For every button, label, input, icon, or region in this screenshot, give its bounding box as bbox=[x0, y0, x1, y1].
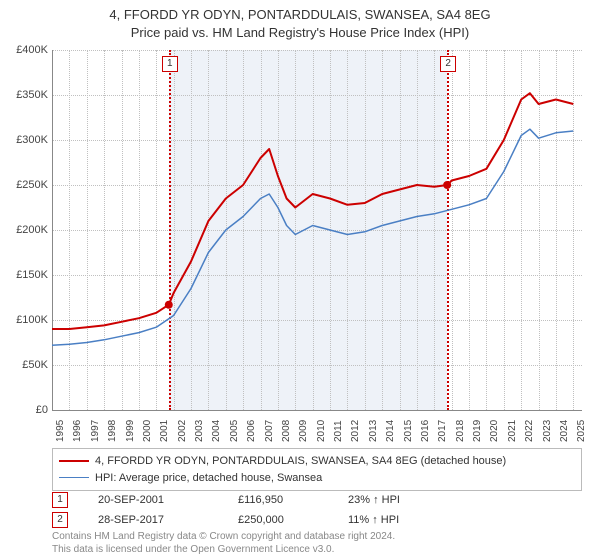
x-tick-label: 2021 bbox=[507, 420, 518, 442]
y-tick-label: £350K bbox=[2, 89, 48, 101]
chart-plot-area: £0£50K£100K£150K£200K£250K£300K£350K£400… bbox=[52, 50, 582, 410]
event-table-marker: 1 bbox=[52, 492, 68, 508]
series-price_paid bbox=[52, 93, 573, 329]
event-table-row: 1 20-SEP-2001 £116,950 23% ↑ HPI bbox=[52, 492, 582, 508]
y-tick-label: £150K bbox=[2, 269, 48, 281]
legend-label: HPI: Average price, detached house, Swan… bbox=[95, 470, 322, 487]
x-tick-label: 2002 bbox=[177, 420, 188, 442]
x-tick-label: 2018 bbox=[455, 420, 466, 442]
x-tick-label: 2019 bbox=[472, 420, 483, 442]
x-tick-label: 1996 bbox=[72, 420, 83, 442]
x-tick-label: 1999 bbox=[125, 420, 136, 442]
footer-line-1: Contains HM Land Registry data © Crown c… bbox=[52, 530, 395, 543]
event-date: 20-SEP-2001 bbox=[98, 494, 208, 506]
legend-swatch bbox=[59, 460, 89, 462]
title-block: 4, FFORDD YR ODYN, PONTARDDULAIS, SWANSE… bbox=[0, 0, 600, 42]
title-line-1: 4, FFORDD YR ODYN, PONTARDDULAIS, SWANSE… bbox=[0, 6, 600, 24]
x-tick-label: 2012 bbox=[350, 420, 361, 442]
x-tick-label: 2011 bbox=[333, 420, 344, 442]
legend-item: 4, FFORDD YR ODYN, PONTARDDULAIS, SWANSE… bbox=[59, 453, 575, 470]
x-tick-label: 2014 bbox=[385, 420, 396, 442]
x-tick-label: 2023 bbox=[542, 420, 553, 442]
event-pct: 11% ↑ HPI bbox=[348, 514, 448, 526]
event-dot bbox=[443, 181, 451, 189]
y-tick-label: £200K bbox=[2, 224, 48, 236]
event-dot bbox=[165, 301, 173, 309]
event-date: 28-SEP-2017 bbox=[98, 514, 208, 526]
event-table-marker: 2 bbox=[52, 512, 68, 528]
x-tick-label: 2015 bbox=[403, 420, 414, 442]
x-tick-label: 2007 bbox=[264, 420, 275, 442]
x-tick-label: 2024 bbox=[559, 420, 570, 442]
x-tick-label: 2001 bbox=[159, 420, 170, 442]
y-tick-label: £300K bbox=[2, 134, 48, 146]
x-axis bbox=[52, 410, 582, 411]
x-tick-label: 2020 bbox=[489, 420, 500, 442]
x-tick-label: 2017 bbox=[437, 420, 448, 442]
chart-container: 4, FFORDD YR ODYN, PONTARDDULAIS, SWANSE… bbox=[0, 0, 600, 560]
x-tick-label: 2025 bbox=[576, 420, 587, 442]
footer-attribution: Contains HM Land Registry data © Crown c… bbox=[52, 530, 395, 556]
y-tick-label: £250K bbox=[2, 179, 48, 191]
x-tick-label: 2003 bbox=[194, 420, 205, 442]
x-tick-label: 2013 bbox=[368, 420, 379, 442]
y-tick-label: £400K bbox=[2, 44, 48, 56]
x-tick-label: 2016 bbox=[420, 420, 431, 442]
x-tick-label: 2005 bbox=[229, 420, 240, 442]
event-table: 1 20-SEP-2001 £116,950 23% ↑ HPI 2 28-SEP-201… bbox=[52, 492, 582, 532]
footer-line-2: This data is licensed under the Open Gov… bbox=[52, 543, 395, 556]
x-tick-label: 2004 bbox=[211, 420, 222, 442]
x-tick-label: 2010 bbox=[316, 420, 327, 442]
y-tick-label: £100K bbox=[2, 314, 48, 326]
x-tick-label: 1998 bbox=[107, 420, 118, 442]
x-tick-label: 1997 bbox=[90, 420, 101, 442]
series-hpi bbox=[52, 129, 573, 345]
legend-item: HPI: Average price, detached house, Swan… bbox=[59, 470, 575, 487]
x-tick-label: 1995 bbox=[55, 420, 66, 442]
x-tick-label: 2008 bbox=[281, 420, 292, 442]
x-tick-label: 2022 bbox=[524, 420, 535, 442]
y-tick-label: £50K bbox=[2, 359, 48, 371]
event-table-row: 2 28-SEP-2017 £250,000 11% ↑ HPI bbox=[52, 512, 582, 528]
legend-label: 4, FFORDD YR ODYN, PONTARDDULAIS, SWANSE… bbox=[95, 453, 506, 470]
legend-swatch bbox=[59, 477, 89, 478]
chart-lines bbox=[52, 50, 582, 410]
legend: 4, FFORDD YR ODYN, PONTARDDULAIS, SWANSE… bbox=[52, 448, 582, 491]
title-line-2: Price paid vs. HM Land Registry's House … bbox=[0, 24, 600, 42]
event-price: £116,950 bbox=[238, 494, 318, 506]
x-tick-label: 2000 bbox=[142, 420, 153, 442]
y-tick-label: £0 bbox=[2, 404, 48, 416]
event-pct: 23% ↑ HPI bbox=[348, 494, 448, 506]
event-price: £250,000 bbox=[238, 514, 318, 526]
x-tick-label: 2006 bbox=[246, 420, 257, 442]
x-tick-label: 2009 bbox=[298, 420, 309, 442]
